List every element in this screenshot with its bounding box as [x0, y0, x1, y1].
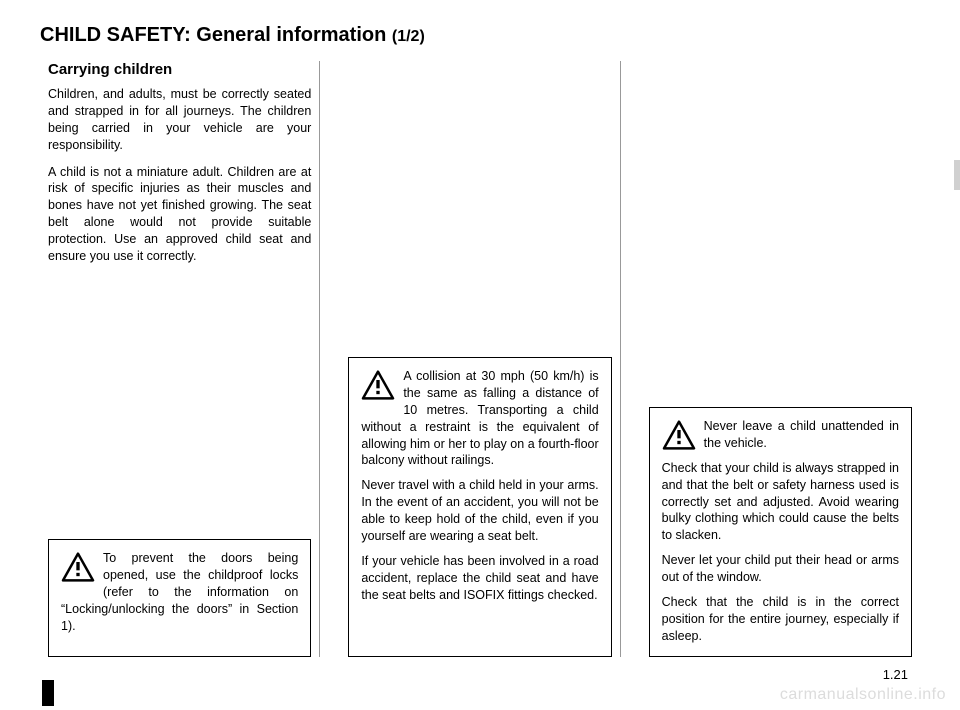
column-1: Carrying children Children, and adults, …	[40, 61, 320, 657]
section-tab-icon	[954, 160, 960, 190]
warning-text: Check that your child is always strapped…	[662, 460, 899, 544]
page-number: 1.21	[883, 667, 908, 682]
manual-page: CHILD SAFETY: General information (1/2) …	[0, 0, 960, 710]
warning-text: To prevent the doors being opened, use t…	[61, 550, 298, 634]
warning-text: Check that the child is in the correct p…	[662, 594, 899, 645]
title-main: CHILD SAFETY: General information	[40, 24, 392, 46]
warning-box-collision: A collision at 30 mph (50 km/h) is the s…	[348, 357, 611, 657]
column-3: Never leave a child unat­tended in the v…	[641, 61, 920, 657]
section-subhead: Carrying children	[48, 61, 311, 78]
warning-text: If your vehicle has been involved in a r…	[361, 553, 598, 604]
warning-triangle-icon	[662, 420, 696, 450]
warning-triangle-icon	[361, 370, 395, 400]
page-title: CHILD SAFETY: General information (1/2)	[40, 24, 920, 47]
spacer	[48, 275, 311, 539]
title-part: (1/2)	[392, 28, 425, 45]
body-paragraph: A child is not a miniature adult. Childr…	[48, 164, 311, 265]
warning-box-doors: To prevent the doors being opened, use t…	[48, 539, 311, 657]
warning-text: Never leave a child unat­tended in the v…	[662, 418, 899, 452]
body-paragraph: Children, and adults, must be correctly …	[48, 86, 311, 154]
column-2: A collision at 30 mph (50 km/h) is the s…	[340, 61, 620, 657]
warning-text: Never let your child put their head or a…	[662, 552, 899, 586]
watermark-text: carmanualsonline.info	[780, 686, 946, 704]
content-columns: Carrying children Children, and adults, …	[40, 61, 920, 657]
warning-text: A collision at 30 mph (50 km/h) is the s…	[361, 368, 598, 469]
spacer	[649, 61, 912, 407]
crop-mark-icon	[42, 680, 54, 706]
spacer	[348, 61, 611, 357]
warning-triangle-icon	[61, 552, 95, 582]
warning-box-unattended: Never leave a child unat­tended in the v…	[649, 407, 912, 657]
warning-text: Never travel with a child held in your a…	[361, 477, 598, 545]
